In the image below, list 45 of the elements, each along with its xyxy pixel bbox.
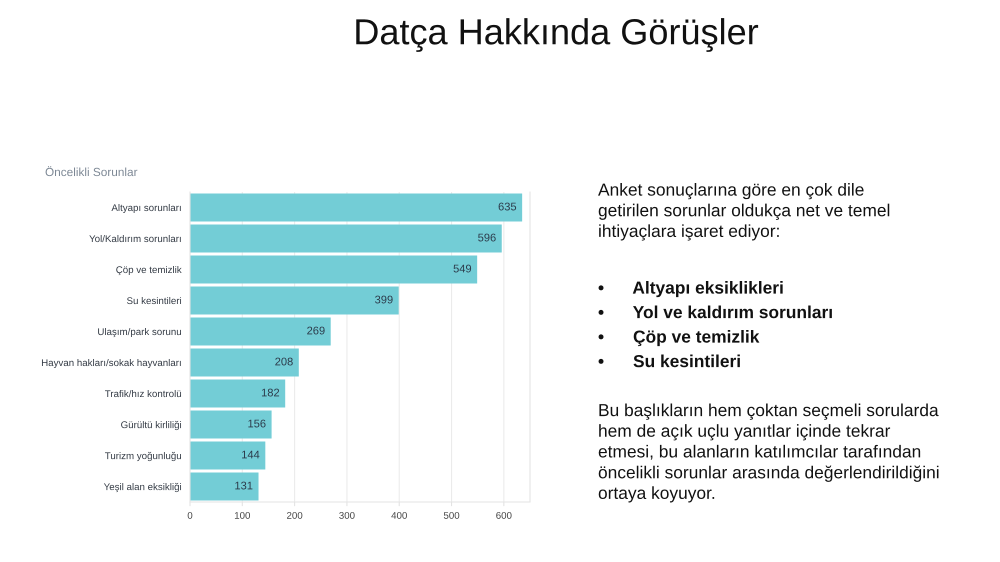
x-tick-label: 0 [188,512,192,519]
data-label: 269 [307,326,325,334]
text: • Su kesintileri [598,354,740,368]
y-tick-label: Hayvan hakları/sokak hayvanları [42,358,181,368]
x-tick-label: 400 [391,512,407,519]
y-tick-label: Ulaşım/park sorunu [98,328,182,338]
y-tick-label: Gürültü kirliliği [121,420,182,430]
y-tick-label: Yol/Kaldırım sorunları [89,234,181,242]
data-label: 144 [242,450,260,458]
bar [190,194,522,222]
data-label: 156 [248,420,266,428]
data-label: 549 [454,264,472,272]
text: • Çöp ve temizlik [598,330,760,346]
x-tick-label: 500 [444,512,460,519]
y-tick-label: Turizm yoğunluğu [104,452,182,462]
data-label: 635 [498,202,516,210]
bar [190,442,266,470]
data-label: 182 [262,388,280,396]
y-tick-label: Çöp ve temizlik [116,266,182,276]
text: • Yol ve kaldırım sorunları [598,306,832,318]
bar [190,380,286,408]
bar [190,410,272,438]
bar [190,318,331,346]
bar [190,256,478,284]
bar [190,286,399,314]
y-tick-label: Su kesintileri [126,296,182,304]
bar [190,348,299,376]
y-tick-label: Yeşil alan eksikliği [104,482,182,492]
text: Öncelikli Sorunlar [46,166,138,176]
x-tick-label: 100 [234,512,250,519]
text: Anket sonuçlarına göre en çok dile getirilen sorunlar oldukça net ve temel ihtiyaçlara işaret ediyor: [598,183,890,241]
x-tick-label: 200 [286,512,302,519]
data-label: 131 [235,482,252,490]
x-tick-label: 600 [496,512,512,519]
y-tick-label: Altyapı sorunları [111,204,181,214]
y-tick-label: Trafik/hız kontrolü [104,390,182,398]
data-label: 596 [478,234,496,242]
text: Bu başlıkların hem çoktan seçmeli sorularda hem de açık uçlu yanıtlar içinde tekrar etmesi, bu alanların katılımcılar tarafından öncelikli sorunlar arasında değerlendirildiğini ortaya koyuyor. [598,404,939,502]
bar [190,224,502,252]
data-label: 208 [275,358,293,366]
chart-title: Datça Hakkında Görüşler [356,18,758,52]
bar [190,472,259,500]
x-tick-label: 300 [339,512,355,519]
text: • Altyapı eksiklikleri [598,281,783,298]
data-label: 399 [375,296,393,304]
